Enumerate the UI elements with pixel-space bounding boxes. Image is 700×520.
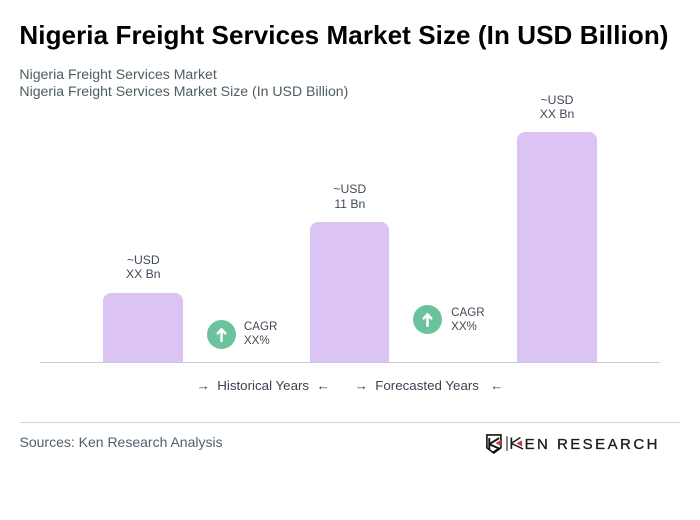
svg-text:EN RESEARCH: EN RESEARCH — [525, 436, 659, 453]
